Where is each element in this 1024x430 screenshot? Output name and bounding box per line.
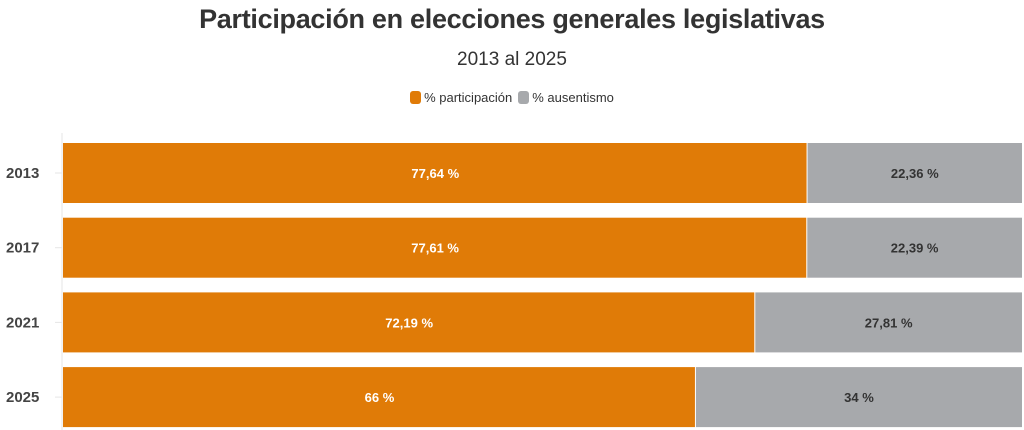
bar-participacion[interactable] <box>63 367 695 428</box>
y-tick-label: 2025 <box>6 389 39 406</box>
chart-subtitle: 2013 al 2025 <box>457 49 567 70</box>
legend-item-ausentismo[interactable]: % ausentismo <box>518 90 614 105</box>
y-tick-label: 2013 <box>6 165 39 182</box>
y-tick-label: 2021 <box>6 314 39 331</box>
data-label: 27,81 % <box>865 315 913 330</box>
legend-label-participacion: % participación <box>424 90 513 105</box>
y-tick-label: 2017 <box>6 240 39 257</box>
data-label: 22,39 % <box>891 241 939 256</box>
chart-title: Participación en elecciones generales le… <box>199 4 825 34</box>
data-label: 66 % <box>365 390 395 405</box>
data-label: 34 % <box>844 390 874 405</box>
data-label: 72,19 % <box>385 315 433 330</box>
bar-ausentismo[interactable] <box>807 217 1022 278</box>
bar-participacion[interactable] <box>63 217 807 278</box>
bar-ausentismo[interactable] <box>807 143 1022 203</box>
legend-swatch-ausentismo <box>518 91 530 104</box>
bar-participacion[interactable] <box>63 143 807 203</box>
bar-ausentismo[interactable] <box>755 292 1022 353</box>
legend: % participación % ausentismo <box>0 90 1024 105</box>
data-label: 22,36 % <box>891 166 939 181</box>
bar-participacion[interactable] <box>63 292 755 353</box>
legend-item-participacion[interactable]: % participación <box>410 90 512 105</box>
data-label: 77,61 % <box>411 241 459 256</box>
bar-ausentismo[interactable] <box>695 367 1022 428</box>
legend-label-ausentismo: % ausentismo <box>532 90 614 105</box>
data-label: 77,64 % <box>411 166 459 181</box>
legend-swatch-participacion <box>410 91 422 104</box>
